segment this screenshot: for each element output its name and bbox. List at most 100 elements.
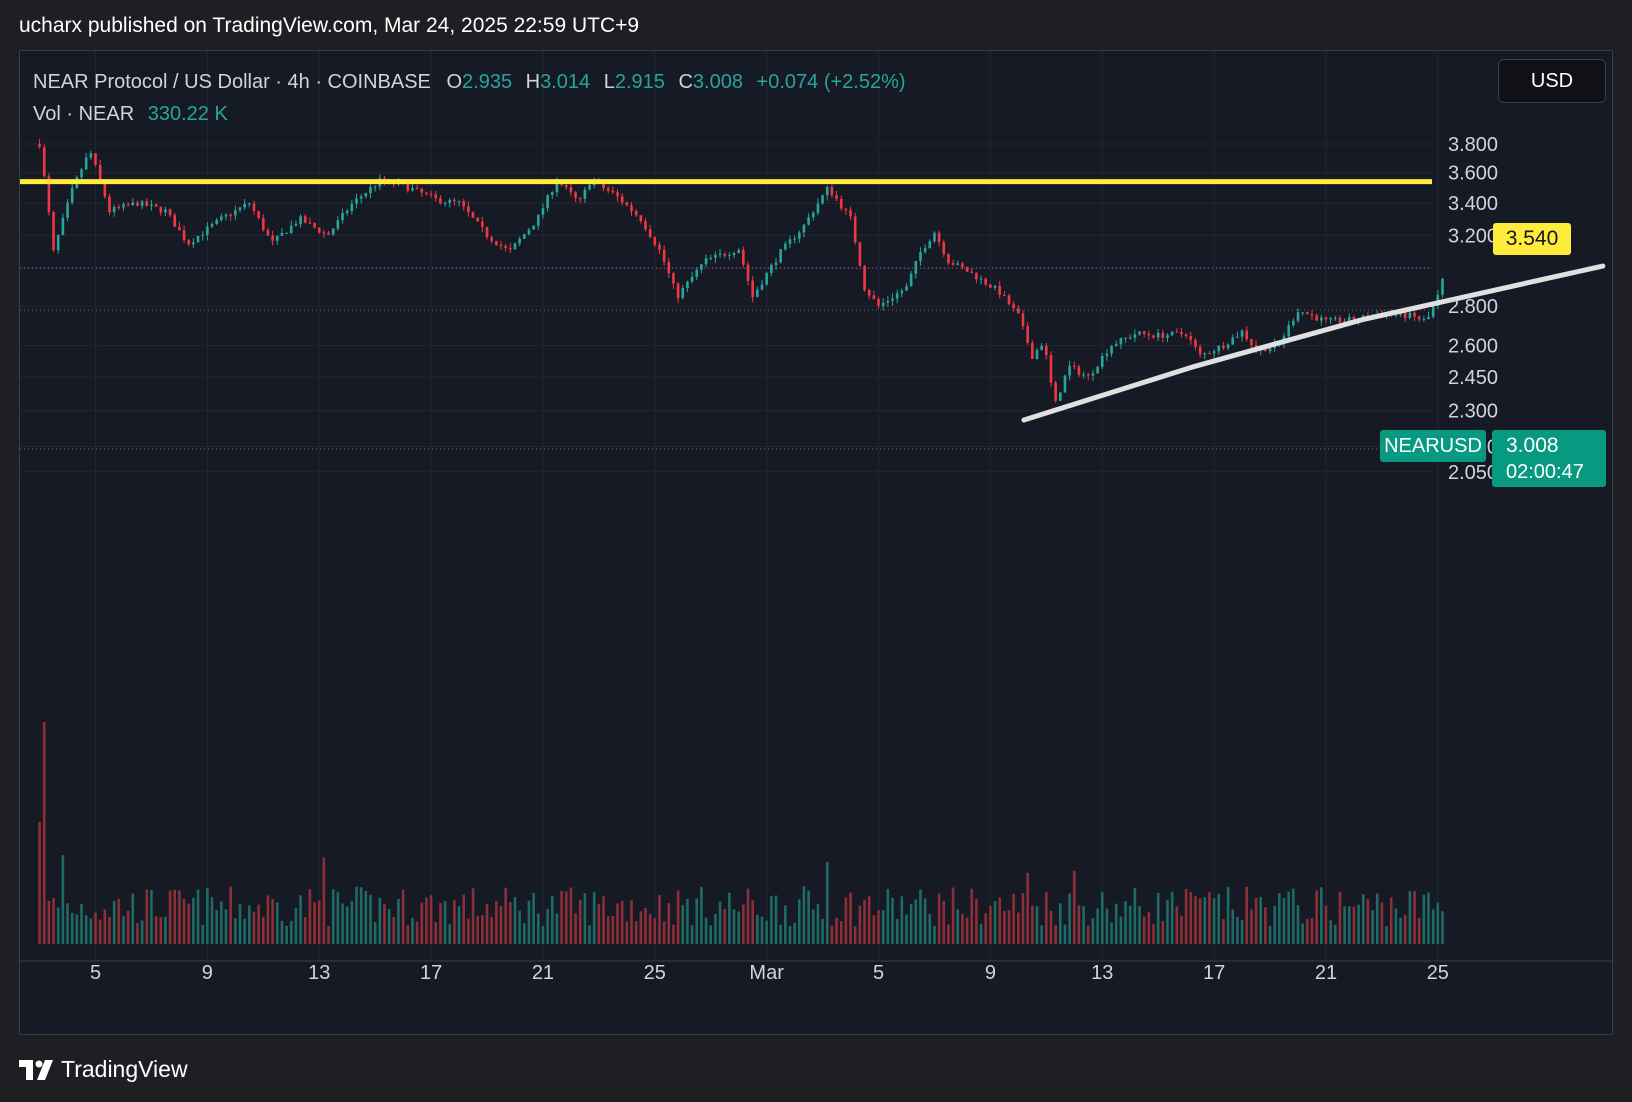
chart-legend: NEAR Protocol / US Dollar · 4h · COINBAS…	[33, 66, 906, 130]
volume-bar	[140, 920, 144, 944]
volume-bar	[1142, 916, 1146, 944]
candle-body	[61, 217, 65, 235]
x-tick-label: 5	[873, 962, 884, 984]
candle-body	[425, 192, 428, 194]
volume-bar	[392, 916, 396, 944]
volume-bar	[1375, 893, 1379, 944]
candle-body	[289, 225, 293, 234]
chart-drawings[interactable]	[20, 179, 1606, 450]
candle-body	[695, 269, 699, 277]
volume-bar	[891, 897, 894, 944]
volume-bar	[756, 914, 759, 944]
candle-body	[373, 186, 377, 188]
volume-bar	[308, 889, 312, 944]
volume-bar	[858, 905, 862, 944]
volume-bar	[965, 917, 969, 944]
candle-body	[616, 192, 619, 197]
chart-pane[interactable]: 3.800 3.600 3.400 3.200 2.800 2.600 2.450 2.300…	[19, 50, 1613, 1035]
candle-body	[1222, 345, 1225, 349]
candle-body	[210, 224, 214, 227]
volume-bar	[350, 900, 354, 944]
price-chart[interactable]: 3.800 3.600 3.400 3.200 2.800 2.600 2.450 2.300…	[20, 51, 1613, 1035]
candle-body	[1320, 317, 1323, 321]
volume-bar	[681, 904, 685, 944]
footer-brand[interactable]: TradingView	[19, 1056, 188, 1083]
volume-bar	[816, 904, 820, 944]
volume-bar	[1161, 920, 1165, 944]
volume-bar	[103, 909, 107, 944]
candle-body	[1250, 339, 1253, 346]
currency-button[interactable]: USD	[1498, 59, 1606, 103]
volume-bar	[914, 899, 918, 944]
candle-body	[248, 203, 251, 205]
candle-body	[1427, 316, 1430, 320]
candle-body	[52, 211, 55, 251]
volume-bar	[1236, 916, 1239, 944]
volume-bar	[178, 890, 181, 944]
candle-body	[1343, 321, 1346, 323]
volume-bar	[1259, 897, 1263, 944]
volume-bar	[476, 915, 479, 944]
volume-bar	[909, 904, 913, 944]
volume-bar	[378, 897, 382, 944]
volume-bar	[345, 906, 349, 944]
candle-body	[364, 193, 368, 197]
symbol-price-tag: NEARUSD	[1380, 430, 1486, 462]
candle-body	[1352, 316, 1356, 321]
time-axis[interactable]: 5 9 13 17 21 25 Mar 5 9 13 17 21 25	[90, 962, 1449, 984]
volume-bar	[1058, 903, 1062, 944]
volume-bar	[863, 900, 866, 944]
candle-body	[648, 229, 652, 238]
volume-bar	[1166, 899, 1169, 944]
volume-bar	[131, 893, 135, 944]
volume-bar	[709, 925, 713, 944]
volume-bar	[313, 902, 316, 944]
legend-high: 3.014	[540, 71, 591, 93]
volume-bar	[1436, 902, 1440, 944]
volume-bar	[672, 924, 675, 944]
volume-bar	[401, 889, 405, 944]
candle-body	[476, 217, 479, 222]
volume-bar	[467, 918, 470, 944]
volume-bar	[373, 922, 377, 944]
volume-bar	[1422, 894, 1426, 944]
volume-bar	[821, 918, 824, 944]
legend-change: +0.074 (+2.52%)	[756, 71, 906, 93]
candle-body	[420, 188, 424, 193]
volume-bar	[280, 920, 284, 944]
volume-bar	[1026, 872, 1029, 944]
candle-body	[1292, 320, 1295, 326]
volume-bar	[700, 887, 703, 944]
x-tick-label: 5	[90, 962, 101, 984]
volume-bar	[1208, 892, 1211, 944]
volume-bar	[1380, 902, 1384, 944]
candle-body	[961, 263, 964, 268]
volume-bar	[1441, 911, 1444, 944]
candle-body	[676, 283, 680, 299]
volume-bar	[518, 910, 521, 944]
candle-body	[192, 242, 195, 245]
volume-bar	[1040, 925, 1043, 944]
candle-body	[313, 222, 316, 228]
candle-body	[47, 176, 51, 212]
x-tick-label: Mar	[749, 962, 784, 984]
candle-body	[672, 273, 675, 284]
candlestick-series	[38, 139, 1444, 403]
volume-bar	[807, 890, 810, 944]
candle-body	[681, 287, 685, 299]
candle-body	[467, 206, 470, 213]
volume-bar	[457, 906, 461, 944]
ascending-trendline	[1021, 263, 1606, 423]
candle-body	[1338, 317, 1342, 323]
candle-body	[1198, 346, 1202, 355]
volume-bar	[56, 907, 60, 944]
candle-body	[1413, 312, 1416, 317]
candle-body	[1394, 314, 1398, 316]
volume-bar	[443, 901, 447, 944]
volume-bar	[52, 897, 55, 944]
candle-body	[1306, 312, 1309, 315]
volume-bar	[341, 903, 344, 944]
candle-body	[1082, 374, 1085, 376]
candle-body	[84, 157, 88, 170]
y-tick-label: 3.200	[1448, 225, 1498, 247]
